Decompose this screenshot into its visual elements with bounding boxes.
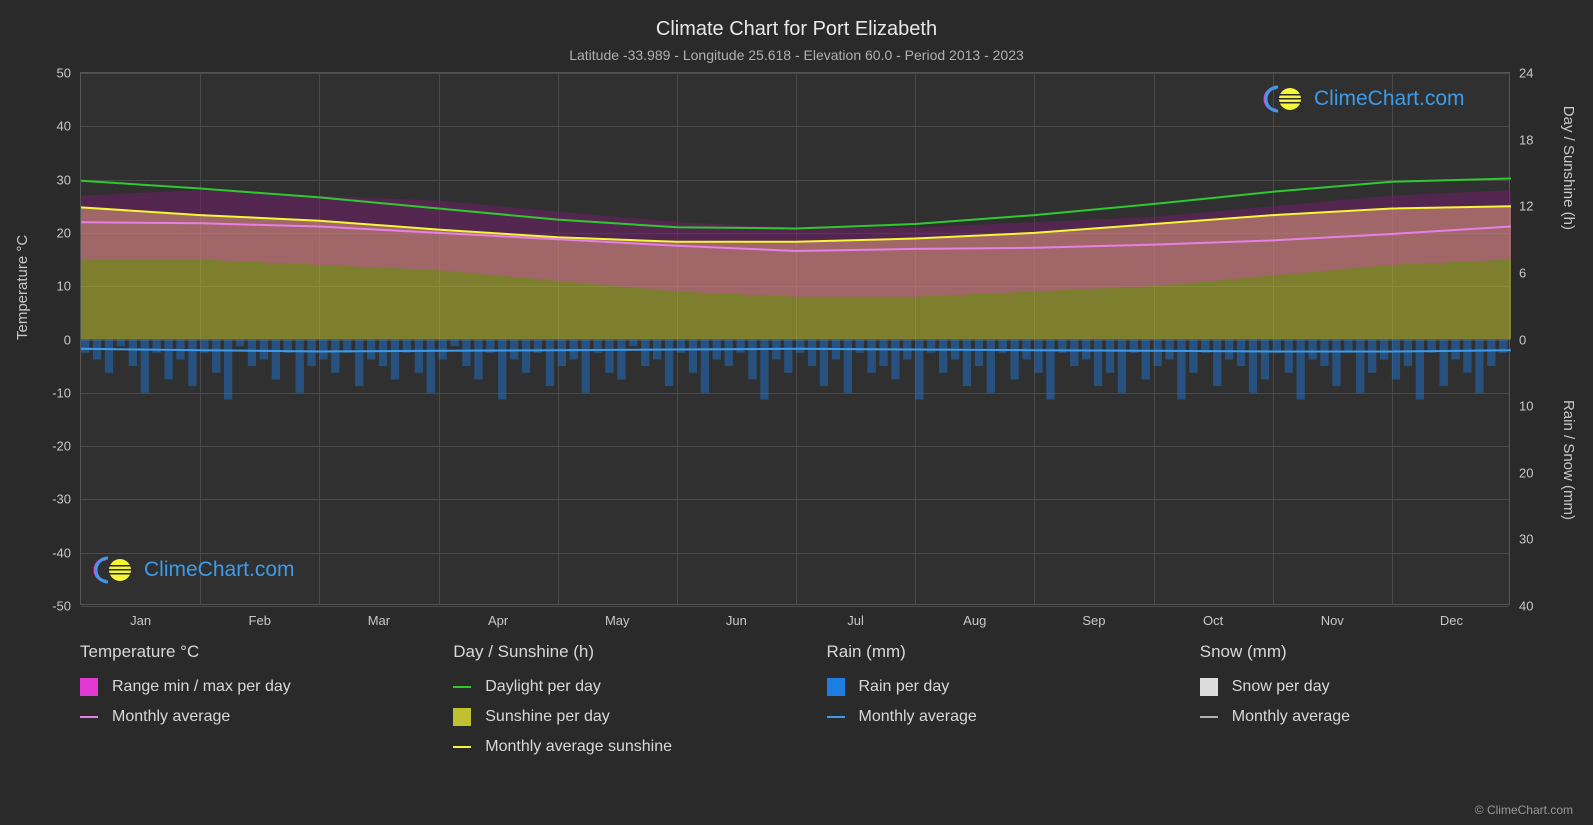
y-tick-left: -10 <box>31 385 71 400</box>
legend-label: Monthly average sunshine <box>485 738 672 756</box>
climechart-logo-icon <box>90 555 138 585</box>
legend-title: Day / Sunshine (h) <box>453 642 786 662</box>
legend-swatch-icon <box>1200 716 1218 718</box>
legend-item: Snow per day <box>1200 678 1533 696</box>
legend-label: Sunshine per day <box>485 708 610 726</box>
watermark-text: ClimeChart.com <box>1314 87 1465 111</box>
watermark-text: ClimeChart.com <box>144 558 295 582</box>
y-tick-left: 20 <box>31 225 71 240</box>
legend-item: Daylight per day <box>453 678 786 696</box>
y-tick-right-bottom: 30 <box>1519 532 1549 547</box>
legend-item: Monthly average sunshine <box>453 738 786 756</box>
x-tick-month: Feb <box>249 613 271 628</box>
legend-title: Snow (mm) <box>1200 642 1533 662</box>
legend-swatch-icon <box>453 686 471 688</box>
climate-chart: Climate Chart for Port Elizabeth Latitud… <box>0 0 1593 825</box>
y-tick-left: -40 <box>31 545 71 560</box>
legend-label: Snow per day <box>1232 678 1330 696</box>
y-axis-right-top-label: Day / Sunshine (h) <box>1560 106 1577 230</box>
legend-swatch-icon <box>453 746 471 748</box>
legend-label: Rain per day <box>859 678 950 696</box>
legend-item: Monthly average <box>827 708 1160 726</box>
legend-column: Snow (mm) Snow per day Monthly average <box>1200 642 1533 768</box>
plot-svg <box>81 73 1511 606</box>
legend-title: Rain (mm) <box>827 642 1160 662</box>
legend-swatch-icon <box>80 678 98 696</box>
legend-item: Monthly average <box>1200 708 1533 726</box>
y-tick-left: -20 <box>31 439 71 454</box>
plot-area: 50403020100-10-20-30-40-5024181260102030… <box>80 72 1510 605</box>
x-tick-month: Jun <box>726 613 747 628</box>
x-tick-month: Mar <box>368 613 390 628</box>
legend-swatch-icon <box>827 716 845 718</box>
grid-line-horizontal <box>81 606 1509 607</box>
legend-swatch-icon <box>80 716 98 718</box>
legend-label: Monthly average <box>859 708 977 726</box>
legend-swatch-icon <box>827 678 845 696</box>
legend-label: Range min / max per day <box>112 678 291 696</box>
x-tick-month: Jan <box>130 613 151 628</box>
watermark: ClimeChart.com <box>90 555 295 585</box>
y-axis-right-bottom-label: Rain / Snow (mm) <box>1560 400 1577 520</box>
y-tick-left: 30 <box>31 172 71 187</box>
legend-label: Monthly average <box>112 708 230 726</box>
y-tick-left: 50 <box>31 66 71 81</box>
y-tick-left: -50 <box>31 599 71 614</box>
legend-item: Range min / max per day <box>80 678 413 696</box>
x-tick-month: May <box>605 613 630 628</box>
x-tick-month: Apr <box>488 613 508 628</box>
y-tick-right-top: 6 <box>1519 265 1549 280</box>
y-tick-right-bottom: 10 <box>1519 399 1549 414</box>
legend-item: Rain per day <box>827 678 1160 696</box>
legend-label: Daylight per day <box>485 678 601 696</box>
legend-swatch-icon <box>453 708 471 726</box>
legend-swatch-icon <box>1200 678 1218 696</box>
x-tick-month: Sep <box>1082 613 1105 628</box>
y-tick-left: 10 <box>31 279 71 294</box>
legend-title: Temperature °C <box>80 642 413 662</box>
legend-label: Monthly average <box>1232 708 1350 726</box>
y-axis-left-label: Temperature °C <box>14 235 31 340</box>
x-tick-month: Nov <box>1321 613 1344 628</box>
chart-subtitle: Latitude -33.989 - Longitude 25.618 - El… <box>0 41 1593 63</box>
y-tick-right-bottom: 20 <box>1519 465 1549 480</box>
y-tick-left: 0 <box>31 332 71 347</box>
legend: Temperature °C Range min / max per day Mon… <box>80 642 1533 768</box>
x-tick-month: Jul <box>847 613 864 628</box>
y-tick-left: -30 <box>31 492 71 507</box>
chart-title: Climate Chart for Port Elizabeth <box>0 0 1593 41</box>
x-tick-month: Aug <box>963 613 986 628</box>
legend-item: Monthly average <box>80 708 413 726</box>
y-tick-left: 40 <box>31 119 71 134</box>
copyright-text: © ClimeChart.com <box>1475 803 1573 817</box>
climechart-logo-icon <box>1260 84 1308 114</box>
y-tick-right-bottom: 40 <box>1519 599 1549 614</box>
legend-item: Sunshine per day <box>453 708 786 726</box>
legend-column: Day / Sunshine (h) Daylight per day Sunshi… <box>453 642 786 768</box>
watermark: ClimeChart.com <box>1260 84 1465 114</box>
legend-column: Rain (mm) Rain per day Monthly average <box>827 642 1160 768</box>
y-tick-right-top: 0 <box>1519 332 1549 347</box>
legend-column: Temperature °C Range min / max per day Mon… <box>80 642 413 768</box>
x-tick-month: Oct <box>1203 613 1223 628</box>
y-tick-right-top: 18 <box>1519 132 1549 147</box>
y-tick-right-top: 12 <box>1519 199 1549 214</box>
y-tick-right-top: 24 <box>1519 66 1549 81</box>
x-tick-month: Dec <box>1440 613 1463 628</box>
